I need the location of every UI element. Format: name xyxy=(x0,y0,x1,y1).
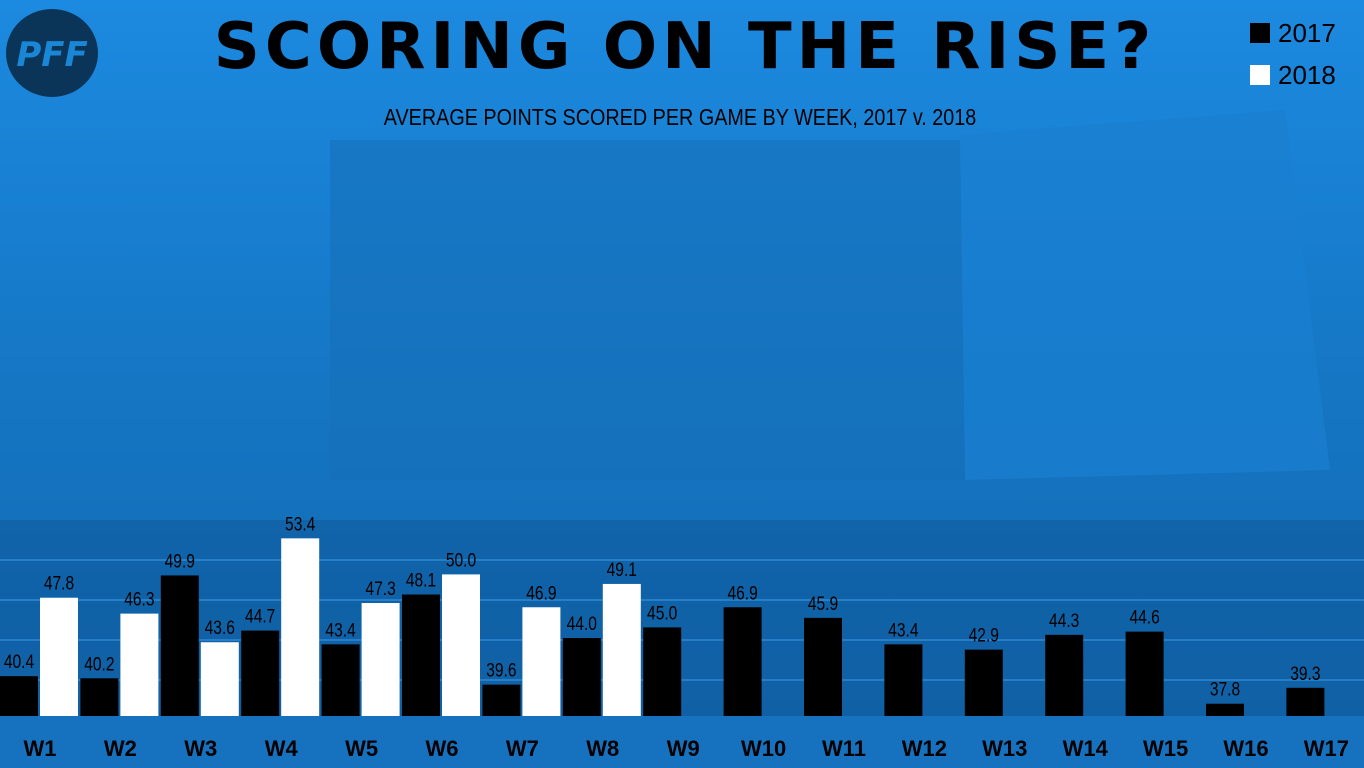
data-label-2017-W14: 44.3 xyxy=(1049,609,1079,631)
bar-2017-W1 xyxy=(0,676,38,716)
bar-2017-W14 xyxy=(1045,634,1084,716)
bar-2017-W7 xyxy=(482,684,521,716)
data-label-2017-W7: 39.6 xyxy=(486,659,516,681)
x-tick-W1: W1 xyxy=(24,736,57,761)
x-tick-W10: W10 xyxy=(741,736,786,761)
bar-2018-W2 xyxy=(120,613,159,716)
data-label-2017-W4: 44.7 xyxy=(245,605,275,627)
bar-2018-W8 xyxy=(602,583,641,716)
chart-title: SCORING ON THE RISE? xyxy=(213,10,1157,84)
bar-2017-W16 xyxy=(1206,703,1244,716)
data-label-2018-W3: 43.6 xyxy=(205,617,235,639)
bar-2018-W3 xyxy=(200,642,239,716)
x-tick-W16: W16 xyxy=(1223,736,1268,761)
legend-label-2017: 2017 xyxy=(1278,17,1336,48)
bar-2017-W2 xyxy=(80,678,119,716)
x-tick-W6: W6 xyxy=(426,736,459,761)
pff-logo: PFF xyxy=(4,6,100,100)
bar-2017-W5 xyxy=(321,644,360,716)
legend-label-2018: 2018 xyxy=(1278,59,1336,90)
data-label-2018-W4: 53.4 xyxy=(285,513,316,535)
data-label-2017-W12: 43.4 xyxy=(888,619,919,641)
x-tick-W4: W4 xyxy=(265,736,299,761)
bar-2018-W7 xyxy=(522,607,561,716)
bar-2018-W6 xyxy=(442,574,480,716)
data-label-2017-W6: 48.1 xyxy=(406,569,436,591)
x-tick-W9: W9 xyxy=(667,736,700,761)
x-tick-W13: W13 xyxy=(982,736,1027,761)
data-label-2018-W2: 46.3 xyxy=(124,588,154,610)
data-label-2017-W2: 40.2 xyxy=(84,653,114,675)
bar-2017-W17 xyxy=(1286,687,1325,716)
data-label-2018-W5: 47.3 xyxy=(365,578,395,600)
data-label-2017-W13: 42.9 xyxy=(969,624,999,646)
bar-2017-W9 xyxy=(643,627,682,716)
bar-2017-W4 xyxy=(241,630,280,716)
legend-item-2018: 2018 xyxy=(1250,60,1360,90)
bar-2017-W8 xyxy=(562,638,601,716)
x-tick-W17: W17 xyxy=(1304,736,1349,761)
legend-swatch-2017 xyxy=(1250,23,1270,43)
x-tick-W3: W3 xyxy=(184,736,217,761)
bar-2018-W1 xyxy=(40,597,78,716)
data-label-2017-W1: 40.4 xyxy=(4,651,35,673)
bar-2017-W12 xyxy=(884,644,923,716)
x-tick-W12: W12 xyxy=(902,736,947,761)
x-tick-W2: W2 xyxy=(104,736,137,761)
bar-2017-W11 xyxy=(804,617,842,716)
legend-item-2017: 2017 xyxy=(1250,18,1360,48)
legend: 2017 2018 xyxy=(1250,14,1360,94)
x-tick-W14: W14 xyxy=(1063,736,1109,761)
data-label-2018-W7: 46.9 xyxy=(526,582,556,604)
data-label-2018-W8: 49.1 xyxy=(607,558,637,580)
data-label-2017-W15: 44.6 xyxy=(1129,606,1159,628)
data-label-2017-W5: 43.4 xyxy=(325,619,356,641)
data-label-2017-W17: 39.3 xyxy=(1290,662,1320,684)
data-label-2017-W10: 46.9 xyxy=(727,582,757,604)
legend-swatch-2018 xyxy=(1250,65,1270,85)
logo-text: PFF xyxy=(16,35,87,75)
bar-2017-W10 xyxy=(723,607,762,716)
chart-subtitle: AVERAGE POINTS SCORED PER GAME BY WEEK, … xyxy=(383,104,977,130)
x-tick-W15: W15 xyxy=(1143,736,1188,761)
data-label-2017-W16: 37.8 xyxy=(1210,678,1240,700)
bar-2017-W3 xyxy=(160,575,199,716)
data-label-2017-W11: 45.9 xyxy=(808,592,838,614)
x-tick-W5: W5 xyxy=(345,736,378,761)
data-label-2017-W9: 45.0 xyxy=(647,602,677,624)
bar-2017-W6 xyxy=(402,594,440,716)
data-label-2017-W8: 44.0 xyxy=(567,613,597,635)
bar-2018-W4 xyxy=(281,538,320,716)
x-tick-W11: W11 xyxy=(822,736,866,761)
data-label-2017-W3: 49.9 xyxy=(165,550,195,572)
data-label-2018-W1: 47.8 xyxy=(44,572,74,594)
data-label-2018-W6: 50.0 xyxy=(446,549,476,571)
x-tick-W8: W8 xyxy=(586,736,619,761)
bar-2018-W5 xyxy=(361,603,400,716)
x-tick-W7: W7 xyxy=(506,736,539,761)
bar-2017-W15 xyxy=(1125,631,1164,716)
bar-2017-W13 xyxy=(964,649,1003,716)
